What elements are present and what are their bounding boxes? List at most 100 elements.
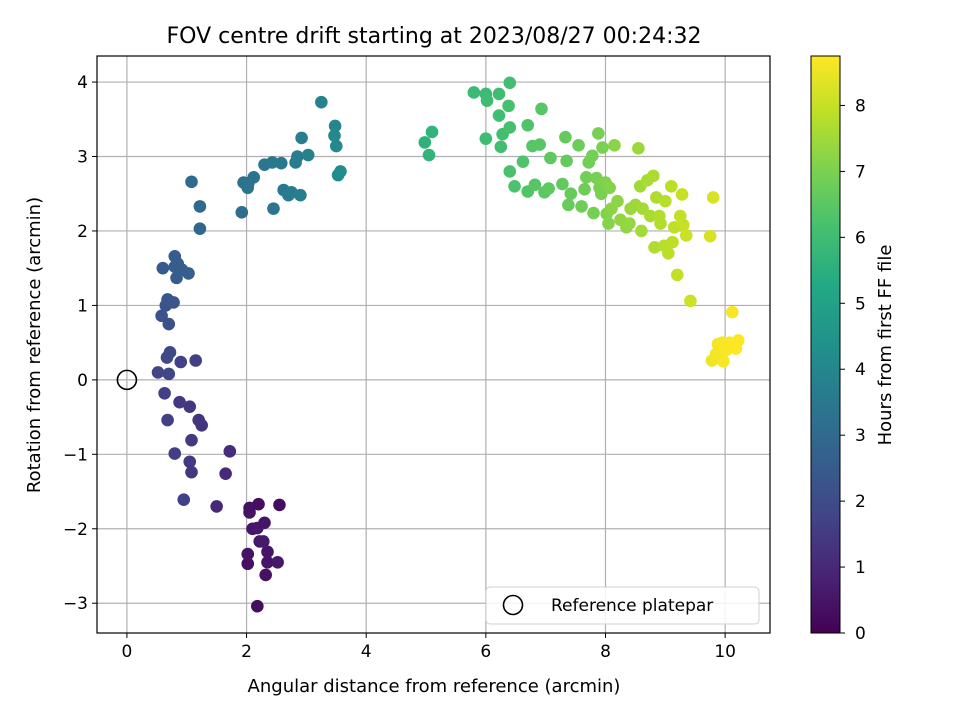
data-point — [670, 268, 684, 282]
data-point — [418, 136, 432, 149]
data-point — [503, 76, 517, 90]
grid-lines — [97, 56, 770, 633]
data-point — [223, 445, 237, 458]
colorbar-ticks: 0 1 2 3 4 5 6 7 8 — [840, 96, 866, 644]
data-point — [167, 296, 180, 309]
data-point — [494, 140, 508, 154]
data-point — [210, 500, 223, 513]
data-point — [161, 413, 174, 427]
data-point — [291, 150, 304, 163]
data-point — [192, 413, 205, 427]
data-point — [592, 127, 605, 140]
data-point — [675, 188, 689, 201]
data-point — [193, 222, 207, 236]
data-point — [578, 182, 591, 196]
data-point — [479, 132, 493, 145]
plot-frame — [96, 55, 771, 634]
data-point — [502, 99, 515, 113]
data-point — [632, 142, 645, 155]
data-point — [560, 154, 573, 168]
data-point — [623, 217, 636, 230]
data-point — [273, 498, 286, 512]
data-point — [247, 171, 261, 184]
colorbar-tick-label: 5 — [855, 294, 866, 314]
colorbar: 0 1 2 3 4 5 6 7 8 Hours from first FF file — [810, 55, 896, 644]
x-tick-label: 8 — [600, 642, 611, 662]
data-point — [602, 217, 615, 230]
data-point — [261, 545, 274, 559]
legend-label: Reference platepar — [551, 596, 713, 616]
data-point — [155, 309, 168, 323]
data-point — [676, 218, 690, 232]
data-point — [611, 194, 624, 208]
data-point — [193, 200, 207, 213]
scatter-points — [116, 76, 745, 613]
data-point — [258, 516, 271, 530]
data-point — [603, 181, 616, 195]
data-point — [151, 366, 165, 379]
data-point — [662, 246, 675, 260]
data-point — [679, 229, 693, 242]
data-point — [252, 497, 265, 511]
data-point — [580, 171, 593, 184]
data-point — [185, 433, 198, 447]
data-point — [294, 188, 307, 202]
data-point — [328, 119, 342, 133]
data-point — [559, 130, 572, 144]
data-point — [274, 156, 288, 170]
y-tick-label: −1 — [63, 445, 88, 465]
data-point — [647, 169, 660, 183]
data-point — [241, 547, 255, 561]
data-point — [467, 86, 481, 99]
y-tick-label: 2 — [77, 222, 88, 242]
data-point — [185, 465, 198, 479]
data-point — [726, 305, 739, 319]
data-point — [492, 87, 506, 101]
data-point — [575, 200, 588, 213]
data-point — [158, 386, 171, 400]
data-point — [659, 194, 672, 208]
data-point — [556, 177, 569, 191]
data-point — [516, 155, 530, 169]
y-tick-label: 4 — [77, 73, 88, 93]
data-point — [664, 179, 678, 193]
colorbar-gradient — [810, 55, 841, 634]
colorbar-tick-label: 0 — [855, 624, 866, 644]
data-point — [492, 109, 506, 122]
data-point — [156, 261, 170, 275]
y-tick-label: −2 — [63, 520, 88, 540]
data-point — [189, 354, 203, 367]
data-point — [235, 206, 249, 219]
y-tick-label: 1 — [77, 296, 88, 316]
data-point — [717, 354, 730, 368]
data-point — [301, 148, 315, 162]
x-axis-label: Angular distance from reference (arcmin) — [248, 676, 621, 697]
data-point — [328, 129, 341, 142]
legend-marker-open-circle — [502, 594, 524, 616]
data-point — [171, 257, 185, 271]
data-point — [508, 179, 521, 193]
data-point — [562, 198, 575, 212]
data-point — [542, 182, 555, 195]
data-point — [503, 165, 517, 178]
data-point — [648, 241, 661, 254]
data-point — [315, 95, 328, 109]
data-point — [703, 229, 717, 243]
colorbar-label: Hours from first FF file — [875, 245, 896, 446]
chart-title: FOV centre drift starting at 2023/08/27 … — [167, 24, 702, 49]
y-tick-label: −3 — [63, 594, 88, 614]
x-tick-label: 2 — [241, 642, 252, 662]
data-point — [425, 125, 439, 139]
data-point — [684, 294, 697, 308]
data-point — [608, 139, 621, 152]
data-point — [251, 599, 264, 613]
data-point — [174, 355, 188, 369]
data-point — [480, 94, 494, 107]
data-point — [666, 235, 679, 249]
x-tick-label: 6 — [480, 642, 491, 662]
data-point — [521, 118, 535, 132]
data-point — [586, 149, 599, 163]
data-point — [572, 139, 585, 152]
data-point — [706, 191, 720, 204]
